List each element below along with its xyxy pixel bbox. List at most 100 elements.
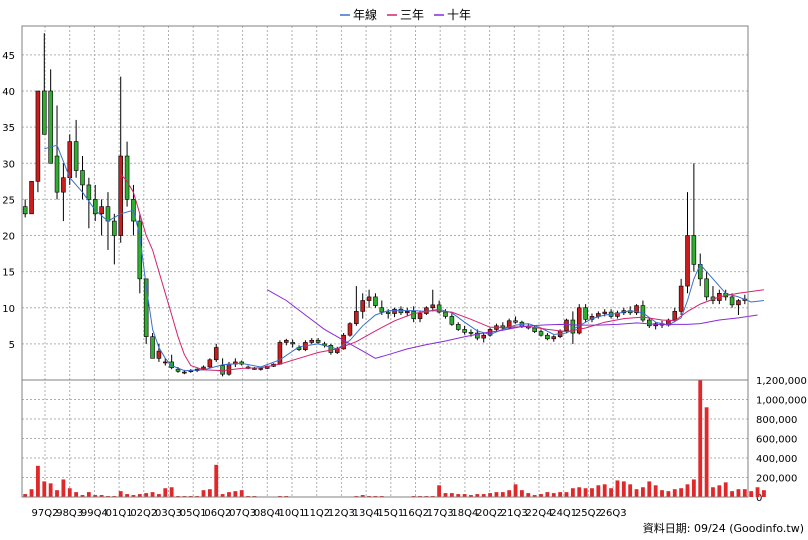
candle-body	[309, 339, 315, 343]
volume-tick-label: 800,000	[756, 415, 797, 426]
candle-body	[207, 359, 213, 368]
x-tick-label: 21Q3	[501, 508, 528, 519]
candle	[685, 192, 690, 294]
candle-body	[551, 336, 557, 340]
price-axis-ticks: 5 10 15 20 25 30 35 40 45	[2, 51, 15, 351]
candle-body	[175, 368, 181, 372]
candle-body	[449, 316, 455, 325]
volume-bar	[628, 484, 633, 497]
x-tick-label: 12Q3	[328, 508, 355, 519]
x-tick-label: 15Q1	[377, 508, 404, 519]
x-tick-label: 11Q2	[303, 508, 330, 519]
candle-body	[513, 320, 518, 323]
volume-bar	[590, 488, 594, 497]
candle	[150, 333, 155, 359]
candle	[143, 278, 149, 344]
volume-bar	[558, 492, 563, 497]
candle-body	[678, 285, 684, 312]
volume-bar	[730, 491, 734, 497]
x-tick-label: 07Q3	[229, 508, 256, 519]
candle	[258, 367, 264, 371]
candle	[309, 338, 315, 344]
candle	[54, 105, 60, 200]
volume-bar	[462, 494, 467, 497]
candle-body	[35, 90, 41, 182]
candle-body	[672, 311, 678, 321]
candle	[99, 199, 104, 236]
price-tick-label: 15	[2, 268, 15, 279]
volume-bar	[169, 487, 174, 497]
volume-bar	[551, 493, 556, 497]
x-tick-label: 26Q3	[600, 508, 627, 519]
candle	[315, 338, 321, 344]
candle	[653, 322, 658, 330]
candle-body	[42, 90, 47, 135]
candle-body	[462, 329, 467, 333]
x-tick-label: 97Q2	[32, 508, 59, 519]
candle-body	[634, 305, 639, 314]
volume-bar	[494, 492, 499, 497]
candle	[207, 358, 213, 369]
volume-bar	[137, 494, 142, 497]
candle	[213, 343, 219, 362]
candle	[35, 90, 41, 193]
price-tick-label: 35	[2, 123, 15, 134]
volume-bar	[456, 494, 461, 497]
candle	[672, 307, 678, 323]
volume-bar	[666, 491, 671, 497]
volume-bar	[93, 495, 98, 497]
candle-body	[258, 368, 264, 370]
x-tick-label: 02Q2	[130, 508, 157, 519]
candle	[124, 141, 130, 207]
volume-bar	[641, 487, 645, 497]
candle	[29, 181, 34, 215]
volume-bar	[469, 495, 473, 497]
candle	[615, 310, 620, 319]
volume-bar	[545, 492, 550, 497]
candle	[678, 278, 684, 315]
volume-bar	[634, 489, 639, 497]
volume-axis-ticks: 0 200,000 400,000 600,000 800,000 1,000,000 1,…	[756, 376, 807, 504]
x-tick-label: 13Q4	[353, 508, 380, 519]
volume-bar	[233, 491, 238, 497]
volume-bar	[532, 495, 537, 497]
candle	[545, 333, 550, 341]
volume-bar	[660, 490, 664, 497]
volume-bar	[207, 489, 212, 497]
candle-body	[182, 371, 187, 374]
candle-body	[602, 311, 607, 314]
volume-bar	[500, 492, 505, 497]
volume-bar	[755, 487, 760, 497]
candle-body	[583, 307, 588, 320]
candle	[564, 318, 569, 334]
candle-body	[545, 334, 550, 340]
volume-tick-label: 400,000	[756, 454, 797, 465]
candle	[61, 163, 66, 222]
candle-body	[156, 350, 162, 359]
candle	[86, 177, 92, 229]
volume-bar	[29, 489, 34, 497]
candle	[729, 293, 735, 308]
three-year-line	[120, 173, 764, 372]
candle	[405, 307, 410, 317]
candle-body	[61, 177, 66, 193]
candle	[411, 306, 416, 323]
candle-body	[685, 235, 690, 287]
candle	[570, 311, 576, 344]
candle-body	[86, 184, 92, 200]
volume-bar	[144, 493, 149, 497]
candle-body	[704, 278, 709, 298]
candle	[354, 286, 359, 326]
candle-body	[54, 155, 60, 193]
candle-body	[405, 311, 410, 314]
candle	[583, 304, 588, 323]
candle	[462, 325, 467, 335]
price-panel-frame	[21, 25, 749, 381]
volume-bar	[449, 493, 454, 497]
candle-body	[213, 347, 219, 361]
legend-label-3yr: 三年	[400, 8, 424, 22]
candle-body	[105, 206, 111, 222]
legend: 年線 三年 十年	[340, 7, 471, 22]
volume-bar	[80, 495, 85, 497]
